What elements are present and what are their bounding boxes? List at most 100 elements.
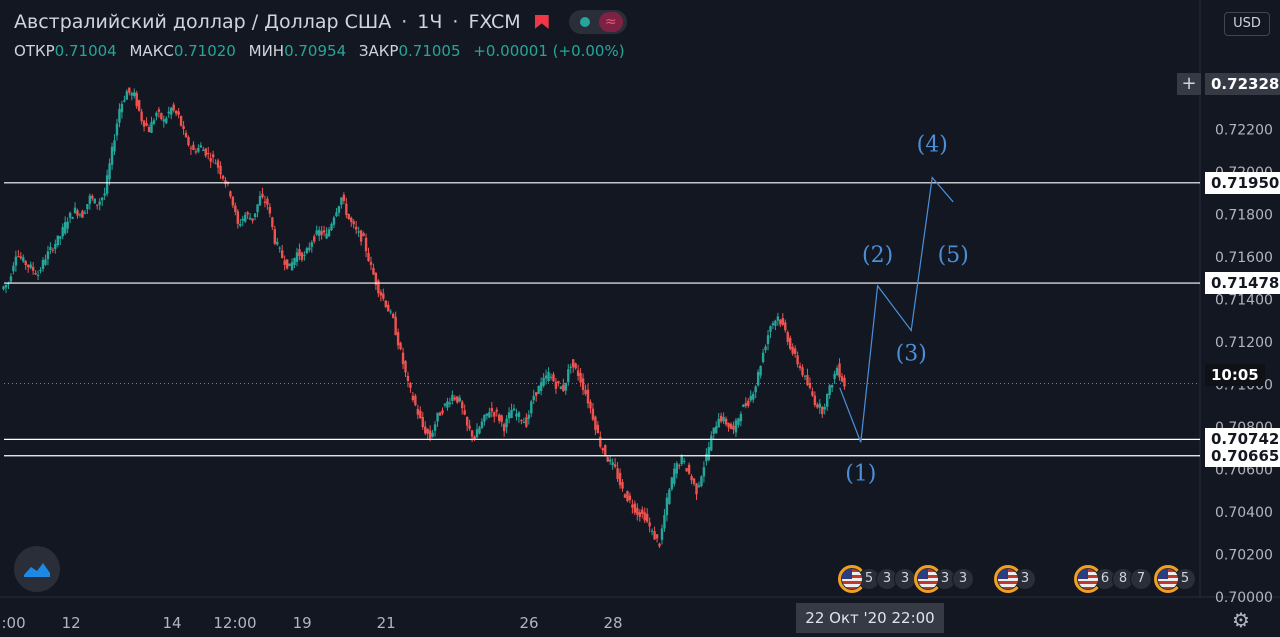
candle-body	[697, 485, 701, 487]
candle-body	[601, 448, 604, 451]
candle-body	[638, 512, 641, 517]
settings-gear-icon[interactable]: ⚙	[1232, 608, 1250, 632]
candle-body	[207, 152, 210, 154]
candle-body	[475, 429, 479, 438]
candle-body	[729, 423, 733, 430]
candle-body	[682, 460, 686, 462]
candle-body	[761, 352, 765, 362]
candle-body	[483, 414, 486, 422]
candle-body	[510, 410, 513, 419]
candle-body	[840, 376, 844, 382]
candle-body	[9, 276, 13, 282]
candle-body	[17, 256, 20, 258]
candle-body	[382, 293, 385, 299]
candle-body	[724, 418, 728, 425]
add-level-button[interactable]: +	[1177, 73, 1201, 95]
candle-body	[214, 163, 217, 165]
candle-body	[648, 522, 651, 527]
candle-body	[239, 223, 242, 226]
candle-body	[596, 424, 600, 434]
candle-body	[298, 249, 301, 256]
economic-event-badge[interactable]: 5	[1154, 564, 1196, 594]
open-label: ОТКР	[14, 42, 55, 60]
candle-body	[645, 513, 649, 522]
candle-body	[493, 412, 496, 417]
candle-body	[261, 193, 264, 198]
top-price-tag: 0.72328	[1205, 73, 1280, 95]
economic-event-badge[interactable]: 3	[994, 564, 1036, 594]
candle-body	[710, 435, 713, 451]
symbol-title[interactable]: Австралийский доллар / Доллар США	[14, 11, 392, 33]
candle-body	[303, 254, 306, 256]
candle-body	[204, 148, 207, 156]
candle-body	[288, 263, 291, 266]
candle-body	[268, 206, 272, 214]
candle-body	[63, 222, 67, 234]
y-tick-label: 0.70000	[1215, 590, 1273, 606]
candle-body	[453, 397, 457, 400]
y-tick-label: 0.70400	[1215, 505, 1273, 521]
candle-body	[83, 212, 87, 214]
candle-body	[549, 376, 553, 378]
candle-body	[350, 217, 353, 222]
candle-body	[160, 112, 163, 120]
candle-body	[734, 420, 738, 433]
x-tick-label: 12	[62, 614, 81, 632]
candle-body	[685, 468, 688, 472]
candle-body	[658, 543, 661, 547]
candle-body	[606, 457, 609, 462]
candle-body	[660, 528, 664, 540]
candle-body	[431, 432, 434, 437]
candle-body	[86, 204, 89, 210]
candle-body	[826, 394, 829, 407]
candle-body	[480, 421, 484, 428]
candle-body	[569, 366, 572, 368]
candle-body	[308, 247, 311, 251]
candle-body	[103, 193, 106, 196]
candle-body	[576, 370, 580, 376]
candle-body	[458, 397, 461, 402]
candle-body	[823, 406, 826, 410]
candle-body	[300, 252, 304, 260]
flag-icon[interactable]	[534, 15, 549, 29]
candle-body	[76, 210, 79, 216]
status-pill[interactable]: ≈	[568, 10, 627, 34]
candle-body	[436, 412, 439, 422]
candle-body	[266, 198, 269, 205]
candle-body	[389, 311, 392, 313]
candle-body	[66, 221, 69, 229]
candle-body	[391, 313, 395, 318]
tradingview-logo[interactable]	[14, 546, 60, 592]
y-tick-label: 0.71600	[1215, 250, 1273, 266]
candle-body	[290, 262, 294, 271]
candle-body	[552, 374, 555, 382]
candle-body	[115, 123, 119, 136]
candle-body	[574, 363, 577, 369]
candle-body	[433, 424, 437, 431]
currency-button[interactable]: USD	[1224, 12, 1270, 36]
candle-body	[443, 403, 447, 406]
wave-label: (1)	[845, 461, 876, 486]
candle-body	[461, 401, 464, 409]
candle-body	[229, 191, 232, 197]
candle-body	[537, 385, 540, 394]
candle-body	[36, 274, 40, 276]
candle-body	[251, 218, 254, 221]
candle-body	[843, 377, 846, 387]
candle-body	[327, 229, 331, 237]
candle-body	[396, 332, 400, 346]
candle-body	[490, 408, 494, 412]
candle-body	[46, 251, 50, 260]
wave-label: (5)	[938, 243, 969, 268]
candle-body	[174, 110, 178, 114]
candle-body	[515, 413, 518, 417]
x-tick-label: 21	[377, 614, 396, 632]
candle-body	[337, 206, 341, 213]
candle-body	[473, 436, 476, 439]
interval-label[interactable]: 1Ч	[417, 11, 443, 33]
candle-body	[409, 383, 412, 389]
